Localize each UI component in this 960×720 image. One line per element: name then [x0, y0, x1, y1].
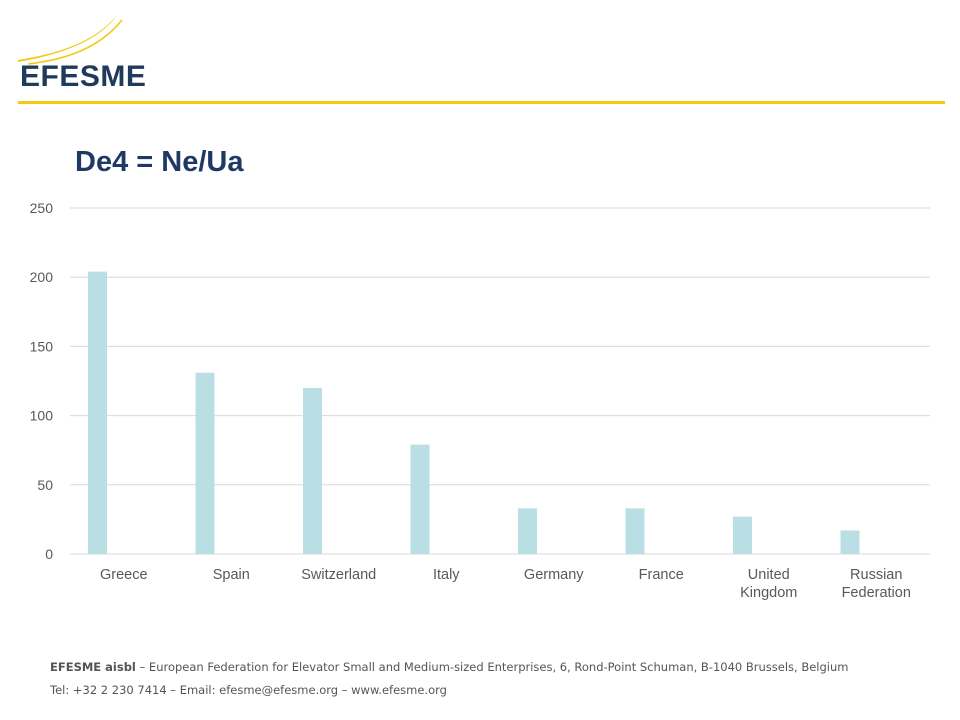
chart-title: De4 = Ne/Ua	[75, 146, 244, 178]
x-tick-label: Switzerland	[301, 567, 376, 583]
footer-address: EFESME aisbl – European Federation for E…	[50, 660, 848, 674]
x-tick-label: United Kingdom	[740, 567, 797, 601]
footer-org-details: – European Federation for Elevator Small…	[135, 660, 849, 674]
x-tick-label: Italy	[433, 567, 460, 583]
bar	[625, 508, 645, 554]
bar	[88, 271, 107, 554]
bar	[733, 516, 752, 554]
logo-text: EFESME	[20, 60, 147, 93]
y-tick-label: 100	[30, 408, 54, 424]
footer-contact: Tel: +32 2 230 7414 – Email: efesme@efes…	[50, 683, 447, 697]
y-tick-label: 150	[30, 338, 54, 354]
bar	[410, 444, 430, 554]
efesme-logo: EFESME	[14, 10, 146, 92]
x-tick-label: Germany	[524, 567, 584, 583]
y-tick-label: 250	[30, 200, 54, 216]
bar	[195, 372, 215, 554]
y-tick-label: 200	[30, 269, 54, 285]
footer-org-name: EFESME aisbl	[50, 660, 136, 674]
header-divider	[18, 101, 945, 104]
y-tick-label: 0	[45, 546, 53, 562]
logo-swoosh-icon	[18, 14, 123, 65]
y-tick-label: 50	[37, 477, 53, 493]
bar	[840, 530, 860, 554]
x-tick-label: Russian Federation	[842, 567, 911, 601]
x-tick-label: France	[639, 567, 684, 583]
bar	[518, 508, 537, 554]
x-tick-label: Spain	[213, 567, 250, 583]
x-tick-label: Greece	[100, 567, 148, 583]
bar-chart: 0 50 100 150 200 250 Greece Spain Switzerland Ita…	[30, 200, 930, 601]
bar	[303, 387, 322, 554]
